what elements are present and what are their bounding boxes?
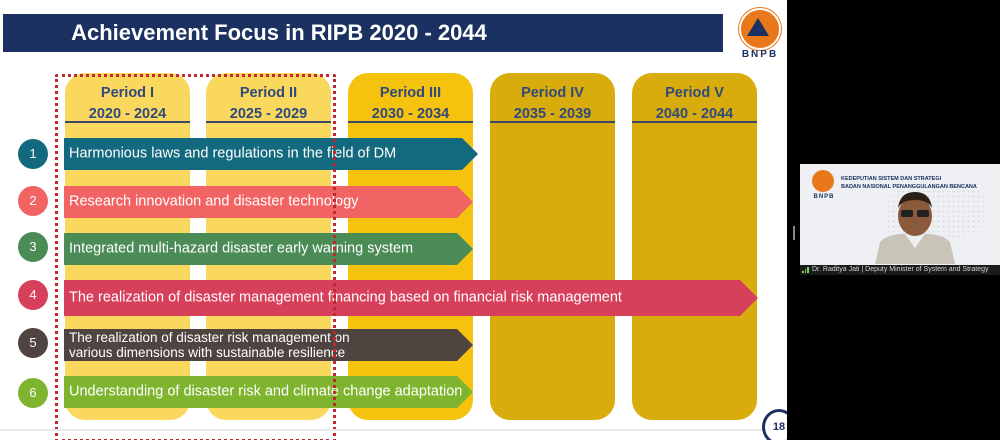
focus-text: Research innovation and disaster technol… — [69, 193, 359, 210]
highlight-dotted-frame — [55, 74, 336, 440]
period-years: 2025 - 2029 — [229, 106, 308, 122]
period-column-4: Period IV 2035 - 2039 — [490, 73, 615, 420]
focus-text-line-2: various dimensions with sustainable resi… — [69, 345, 346, 360]
presentation-slide: Achievement Focus in RIPB 2020 - 2044 BN… — [0, 0, 787, 440]
period-years: 2020 - 2024 — [88, 106, 167, 122]
focus-arrow-5: The realization of disaster risk managem… — [64, 329, 473, 361]
period-label: Period I — [100, 85, 155, 101]
tile-logo-text: BNPB — [813, 194, 835, 200]
arrow-shape-icon — [64, 233, 473, 265]
focus-text: Harmonious laws and regulations in the f… — [69, 145, 397, 162]
signal-strength-icon — [802, 267, 810, 273]
period-years: 2040 - 2044 — [655, 106, 734, 122]
focus-text: Integrated multi-hazard disaster early w… — [69, 240, 414, 257]
period-years: 2030 - 2034 — [371, 106, 450, 122]
focus-number-badge-5: 5 — [18, 328, 48, 358]
focus-arrow-2: Research innovation and disaster technol… — [64, 186, 473, 218]
footer-divider — [0, 429, 787, 431]
period-divider — [206, 121, 331, 123]
slide-title: Achievement Focus in RIPB 2020 - 2044 — [71, 20, 487, 45]
period-column-5: Period V 2040 - 2044 — [632, 73, 757, 420]
arrow-shape-icon — [64, 280, 758, 316]
org-line-2: BADAN NASIONAL PENANGGULANGAN BENCANA — [841, 184, 977, 190]
arrow-shape-icon — [64, 138, 478, 170]
focus-text-line-1: The realization of disaster risk managem… — [69, 330, 350, 345]
period-divider — [348, 121, 473, 123]
focus-arrow-1: Harmonious laws and regulations in the f… — [64, 138, 478, 170]
period-years: 2035 - 2039 — [513, 106, 592, 122]
page-number-badge: 18 — [762, 409, 787, 440]
period-label: Period II — [239, 85, 298, 101]
arrow-shape-icon — [64, 329, 473, 361]
org-line-1: KEDEPUTIAN SISTEM DAN STRATEGI — [841, 176, 942, 182]
logo-triangle-icon — [747, 18, 769, 36]
logo-text: BNPB — [741, 49, 779, 60]
focus-arrow-4: The realization of disaster management f… — [64, 280, 758, 316]
period-label: Period IV — [521, 85, 584, 101]
arrow-shape-icon — [64, 376, 473, 408]
focus-number-badge-6: 6 — [18, 378, 48, 408]
bnpb-logo-icon — [739, 8, 781, 50]
period-label: Period III — [379, 85, 442, 101]
focus-text: The realization of disaster management f… — [69, 289, 622, 306]
speaker-name-bar: Dr. Raditya Jati | Deputy Minister of Sy… — [800, 265, 1000, 275]
bnpb-logo-icon — [812, 170, 834, 192]
speaker-name: Dr. Raditya Jati | Deputy Minister of Sy… — [812, 266, 989, 273]
period-divider — [490, 121, 615, 123]
focus-number-badge-1: 1 — [18, 139, 48, 169]
focus-number-badge-4: 4 — [18, 280, 48, 310]
focus-number-badge-2: 2 — [18, 186, 48, 216]
focus-number-badge-3: 3 — [18, 232, 48, 262]
focus-arrow-3: Integrated multi-hazard disaster early w… — [64, 233, 473, 265]
focus-arrow-6: Understanding of disaster risk and clima… — [64, 376, 473, 408]
period-divider — [65, 121, 190, 123]
arrow-shape-icon — [64, 186, 473, 218]
slide-title-bar: Achievement Focus in RIPB 2020 - 2044 — [3, 14, 723, 52]
period-label: Period V — [665, 85, 724, 101]
panel-resize-handle[interactable] — [793, 226, 795, 240]
period-divider — [632, 121, 757, 123]
focus-text-multiline: The realization of disaster risk managem… — [69, 330, 350, 360]
speaker-video-tile[interactable]: BNPB KEDEPUTIAN SISTEM DAN STRATEGI BADA… — [800, 164, 1000, 275]
focus-text: Understanding of disaster risk and clima… — [69, 383, 463, 400]
speaker-avatar — [875, 192, 955, 264]
